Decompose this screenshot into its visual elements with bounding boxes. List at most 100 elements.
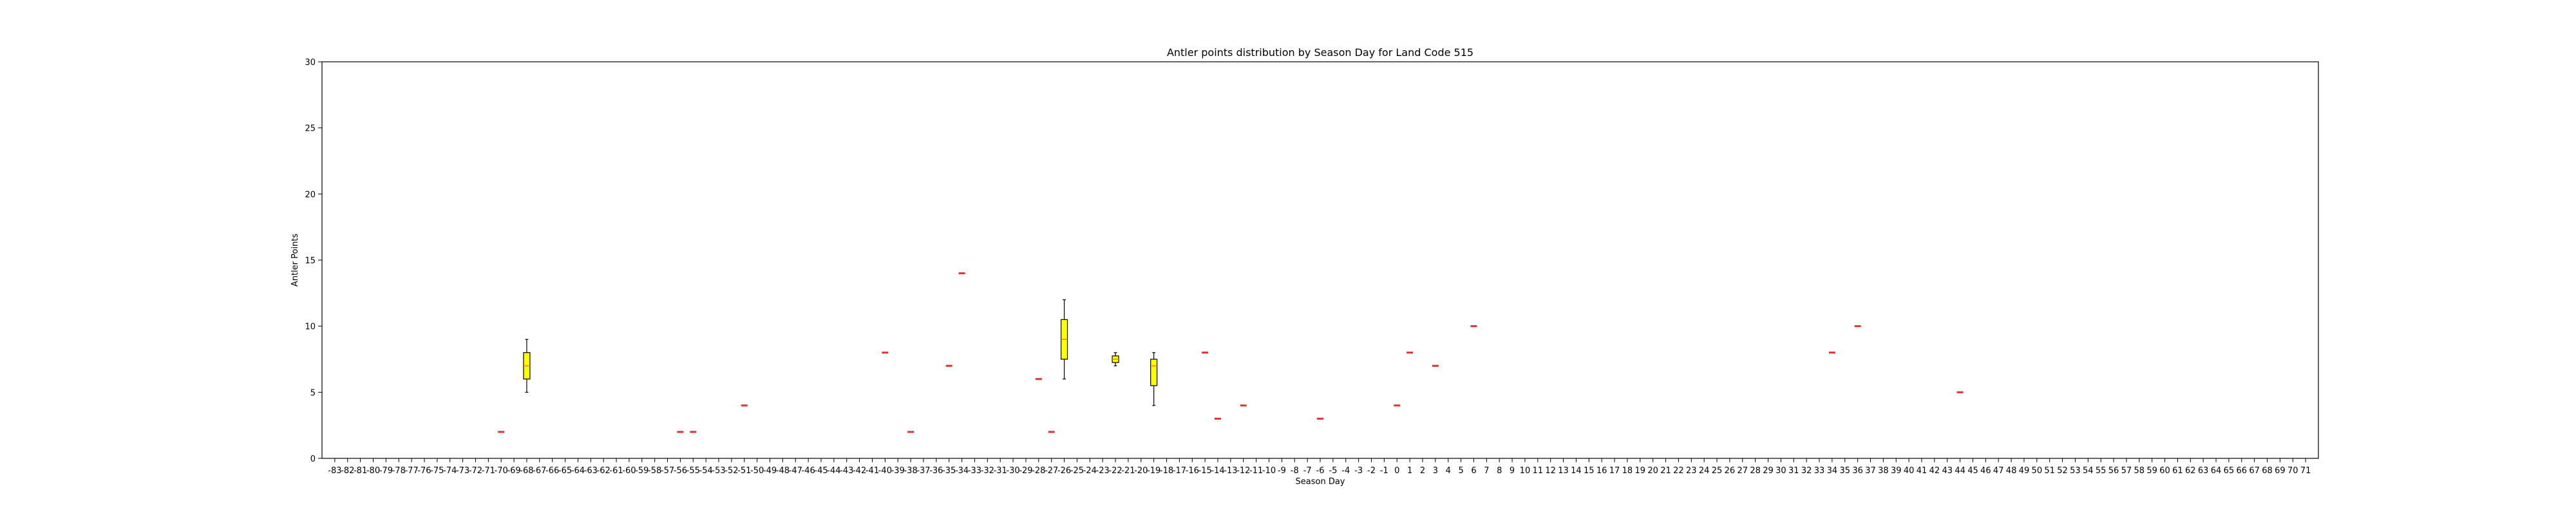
x-tick-label: 70	[2287, 466, 2298, 476]
x-tick-label: 61	[2172, 466, 2183, 476]
x-tick-label: 18	[1622, 466, 1633, 476]
x-tick-label: 5	[1458, 466, 1463, 476]
x-tick-label: -19	[1147, 466, 1160, 476]
x-tick-label: 66	[2236, 466, 2247, 476]
x-tick-label: 20	[1647, 466, 1658, 476]
x-tick-label: 14	[1571, 466, 1582, 476]
x-tick-label: 19	[1635, 466, 1646, 476]
x-tick-label: -10	[1262, 466, 1276, 476]
x-axis: -83-82-81-80-79-78-77-76-75-74-73-72-71-…	[328, 458, 2311, 476]
x-tick-label: -26	[1057, 466, 1071, 476]
y-tick-label: 30	[305, 58, 316, 68]
x-tick-label: 3	[1433, 466, 1438, 476]
x-tick-label: -9	[1278, 466, 1286, 476]
x-tick-label: -78	[392, 466, 406, 476]
x-tick-label: 43	[1942, 466, 1953, 476]
box-group	[1150, 352, 1158, 406]
y-tick-label: 0	[310, 454, 316, 464]
x-tick-label: 63	[2198, 466, 2209, 476]
x-tick-label: -35	[942, 466, 956, 476]
x-tick-label: -43	[840, 466, 853, 476]
x-tick-label: -65	[558, 466, 572, 476]
x-tick-label: 30	[1776, 466, 1786, 476]
x-axis-label: Season Day	[1296, 477, 1345, 487]
x-tick-label: -24	[1083, 466, 1097, 476]
x-tick-label: 36	[1852, 466, 1863, 476]
x-tick-label: -32	[981, 466, 994, 476]
x-tick-label: -23	[1096, 466, 1110, 476]
y-axis-label: Antler Points	[290, 234, 300, 287]
x-tick-label: 1	[1407, 466, 1412, 476]
x-tick-label: -63	[584, 466, 598, 476]
x-tick-label: -56	[674, 466, 687, 476]
x-tick-label: 42	[1929, 466, 1940, 476]
x-tick-label: -55	[687, 466, 700, 476]
box-group	[523, 339, 531, 393]
box-group	[1112, 352, 1119, 366]
x-tick-label: 68	[2262, 466, 2273, 476]
x-tick-label: 56	[2108, 466, 2119, 476]
x-tick-label: -42	[853, 466, 866, 476]
x-tick-label: -5	[1329, 466, 1337, 476]
x-tick-label: -28	[1032, 466, 1045, 476]
x-tick-label: -52	[724, 466, 738, 476]
x-tick-label: -80	[366, 466, 380, 476]
x-tick-label: -39	[891, 466, 905, 476]
y-axis: 0 5 10 15 20 25 30	[305, 58, 322, 464]
x-tick-label: 27	[1737, 466, 1748, 476]
x-tick-label: 23	[1686, 466, 1697, 476]
x-tick-label: -44	[827, 466, 840, 476]
x-tick-label: 25	[1712, 466, 1723, 476]
x-tick-label: 8	[1497, 466, 1502, 476]
x-tick-label: 13	[1558, 466, 1569, 476]
x-tick-label: 55	[2096, 466, 2107, 476]
x-tick-label: -70	[495, 466, 508, 476]
x-tick-label: -31	[994, 466, 1007, 476]
x-tick-label: -16	[1186, 466, 1199, 476]
x-tick-label: -27	[1045, 466, 1058, 476]
x-tick-label: -82	[341, 466, 354, 476]
x-tick-label: -1	[1380, 466, 1388, 476]
x-tick-label: -4	[1341, 466, 1350, 476]
x-tick-label: -58	[648, 466, 661, 476]
x-tick-label: 50	[2032, 466, 2043, 476]
chart-title: Antler points distribution by Season Day…	[1167, 46, 1473, 59]
x-tick-label: -60	[622, 466, 636, 476]
x-tick-label: -67	[533, 466, 546, 476]
x-tick-label: 64	[2211, 466, 2222, 476]
x-tick-label: 47	[1993, 466, 2004, 476]
x-tick-label: -7	[1303, 466, 1312, 476]
y-tick-label: 25	[305, 124, 316, 134]
x-tick-label: -12	[1236, 466, 1250, 476]
x-tick-label: -29	[1019, 466, 1032, 476]
x-tick-label: 53	[2070, 466, 2081, 476]
x-tick-label: -34	[955, 466, 969, 476]
x-tick-label: -83	[328, 466, 341, 476]
plot-frame	[321, 61, 2319, 459]
x-tick-label: 31	[1788, 466, 1799, 476]
x-tick-label: 65	[2224, 466, 2235, 476]
x-tick-label: -40	[878, 466, 892, 476]
x-tick-label: -41	[866, 466, 879, 476]
x-tick-label: -73	[456, 466, 469, 476]
x-tick-label: 48	[2006, 466, 2017, 476]
x-tick-label: -61	[609, 466, 623, 476]
x-tick-label: 26	[1725, 466, 1736, 476]
x-tick-label: -45	[814, 466, 828, 476]
x-tick-label: -15	[1198, 466, 1212, 476]
x-tick-label: -21	[1121, 466, 1135, 476]
x-tick-label: 15	[1584, 466, 1595, 476]
x-tick-label: -20	[1134, 466, 1148, 476]
x-tick-label: 69	[2275, 466, 2286, 476]
x-tick-label: 46	[1980, 466, 1991, 476]
x-tick-label: -17	[1173, 466, 1186, 476]
x-tick-label: -51	[737, 466, 751, 476]
x-tick-label: -25	[1070, 466, 1084, 476]
x-tick-label: 4	[1446, 466, 1451, 476]
x-tick-label: -72	[469, 466, 482, 476]
x-tick-label: 57	[2121, 466, 2132, 476]
x-tick-label: 33	[1814, 466, 1825, 476]
x-tick-label: 67	[2249, 466, 2260, 476]
y-tick-label: 10	[305, 323, 316, 332]
x-tick-label: 16	[1596, 466, 1607, 476]
